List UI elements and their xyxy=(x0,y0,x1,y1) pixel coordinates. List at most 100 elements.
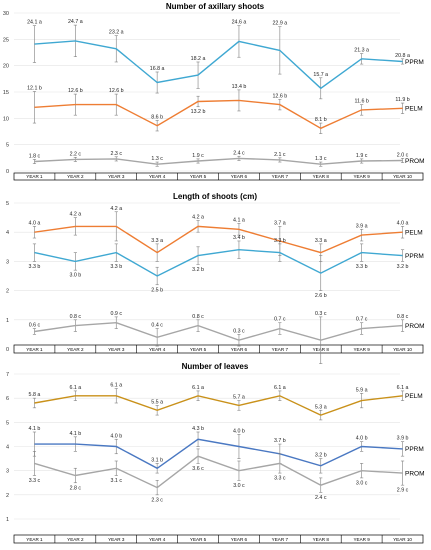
data-label: 4.2 a xyxy=(110,206,122,212)
data-label: 3.3 c xyxy=(274,476,286,482)
data-label: 2.6 b xyxy=(315,293,327,299)
data-label: 4.1 b xyxy=(69,431,81,437)
series-line xyxy=(34,455,403,489)
data-label: 0.8 c xyxy=(397,314,409,320)
data-label: 3.9 a xyxy=(356,223,368,229)
y-tick-label: 3 xyxy=(6,259,9,265)
data-label: 3.0 c xyxy=(233,483,245,489)
data-label: 2.4 c xyxy=(233,150,245,156)
data-label: 3.3 c xyxy=(29,478,41,484)
x-category-label: YEAR 4 xyxy=(149,174,166,179)
data-label: 4.1 b xyxy=(29,426,41,432)
data-label: 3.3 b xyxy=(110,264,122,270)
x-category-label: YEAR 1 xyxy=(26,347,43,352)
data-label: 15.7 a xyxy=(313,72,328,78)
data-label: 0.7 c xyxy=(356,317,368,323)
data-label: 8.6 b xyxy=(151,114,163,120)
series-name: PPRM xyxy=(405,446,424,453)
y-tick-label: 1 xyxy=(6,318,9,324)
series-prom: 3.3 c 2.8 c 3.1 c 2.3 c 3.6 c 3.0 c 3.3 c 2.4 c… xyxy=(29,448,425,503)
data-label: 6.1 a xyxy=(397,385,409,391)
data-label: 3.6 c xyxy=(192,466,204,472)
data-label: 4.0 a xyxy=(397,220,409,226)
series-pelm: 4.0 a 4.2 a 4.2 a 3.3 a 4.2 a 4.1 a 3.7 a 3.3 a… xyxy=(29,206,423,262)
series-pprm: 4.1 b 4.1 b 4.0 b 3.1 b 4.3 b 4.0 b 3.7 b 3.2 b… xyxy=(29,426,424,474)
series-line xyxy=(34,40,403,90)
data-label: 5.8 a xyxy=(29,392,41,398)
data-label: 3.3 b xyxy=(29,264,41,270)
x-category-label: YEAR 2 xyxy=(67,537,84,542)
y-tick-label: 3 xyxy=(6,469,9,475)
x-category-label: YEAR 10 xyxy=(393,347,412,352)
x-category-label: YEAR 2 xyxy=(67,174,84,179)
data-label: 4.0 b xyxy=(356,436,368,442)
x-category-label: YEAR 3 xyxy=(108,174,125,179)
data-label: 3.1 c xyxy=(111,478,123,484)
data-label: 3.0 c xyxy=(356,480,368,486)
data-label: 4.0 b xyxy=(233,428,245,434)
data-label: 16.8 a xyxy=(150,66,165,72)
series-line xyxy=(34,248,403,277)
y-tick-label: 0 xyxy=(6,169,9,175)
y-tick-label: 10 xyxy=(3,116,9,122)
x-category-label: YEAR 3 xyxy=(108,537,125,542)
data-label: 4.3 b xyxy=(192,426,204,432)
data-label: 6.1 a xyxy=(192,385,204,391)
series-name: PELM xyxy=(405,393,423,400)
x-category-label: YEAR 8 xyxy=(313,174,330,179)
chart-panel-1: Number of axillary shoots 0 5 10 15 20 25 30 YEA… xyxy=(3,2,425,181)
series-name: PROM xyxy=(405,158,425,165)
data-label: 6.1 a xyxy=(110,383,122,389)
data-label: 5.7 a xyxy=(233,395,245,401)
data-label: 18.2 a xyxy=(191,56,206,62)
data-label: 3.3 a xyxy=(315,238,327,244)
data-label: 3.3 a xyxy=(151,238,163,244)
y-tick-label: 15 xyxy=(3,90,9,96)
y-tick-label: 5 xyxy=(6,420,9,426)
data-label: 3.7 a xyxy=(274,220,286,226)
series-name: PELM xyxy=(405,230,423,237)
data-label: 2.4 c xyxy=(315,495,327,501)
data-label: 4.0 b xyxy=(110,433,122,439)
y-tick-label: 1 xyxy=(6,517,9,523)
x-category-label: YEAR 8 xyxy=(313,537,330,542)
x-category-label: YEAR 7 xyxy=(272,347,289,352)
y-tick-label: 5 xyxy=(6,201,9,207)
data-label: 4.0 a xyxy=(29,220,41,226)
data-label: 3.3 b xyxy=(274,238,286,244)
y-tick-label: 6 xyxy=(6,396,9,402)
x-category-label: YEAR 3 xyxy=(108,347,125,352)
y-tick-label: 4 xyxy=(6,445,9,451)
data-label: 3.2 b xyxy=(315,453,327,459)
data-label: 1.3 c xyxy=(151,156,163,162)
series-name: PROM xyxy=(405,470,425,477)
data-label: 3.2 b xyxy=(192,267,204,273)
data-label: 6.1 a xyxy=(69,385,81,391)
chart-title: Number of leaves xyxy=(182,362,249,371)
x-category-label: YEAR 4 xyxy=(149,347,166,352)
series-line xyxy=(34,157,403,165)
data-label: 2.0 c xyxy=(397,152,409,158)
chart-title: Length of shoots (cm) xyxy=(173,192,257,201)
data-label: 2.1 c xyxy=(274,152,286,158)
series-pprm: 24.1 a 24.7 a 23.2 a 16.8 a 18.2 a 24.6 a 22.9… xyxy=(27,19,424,100)
data-label: 13.4 b xyxy=(232,84,247,90)
y-tick-label: 7 xyxy=(6,372,9,378)
data-label: 2.3 c xyxy=(111,151,123,157)
chart-title: Number of axillary shoots xyxy=(166,2,265,11)
data-label: 4.1 a xyxy=(233,217,245,223)
data-label: 0.8 c xyxy=(70,314,82,320)
data-label: 3.3 b xyxy=(356,264,368,270)
data-label: 1.9 c xyxy=(356,153,368,159)
x-category-label: YEAR 5 xyxy=(190,347,207,352)
series-line xyxy=(34,395,403,416)
data-label: 2.2 c xyxy=(70,151,82,157)
series-line xyxy=(34,99,403,130)
series-name: PPRM xyxy=(405,59,424,66)
data-label: 0.4 c xyxy=(151,323,163,329)
data-label: 11.6 b xyxy=(354,99,368,105)
x-category-label: YEAR 4 xyxy=(149,537,166,542)
x-category-label: YEAR 10 xyxy=(393,537,412,542)
y-tick-label: 4 xyxy=(6,230,9,236)
x-category-label: YEAR 9 xyxy=(353,347,370,352)
